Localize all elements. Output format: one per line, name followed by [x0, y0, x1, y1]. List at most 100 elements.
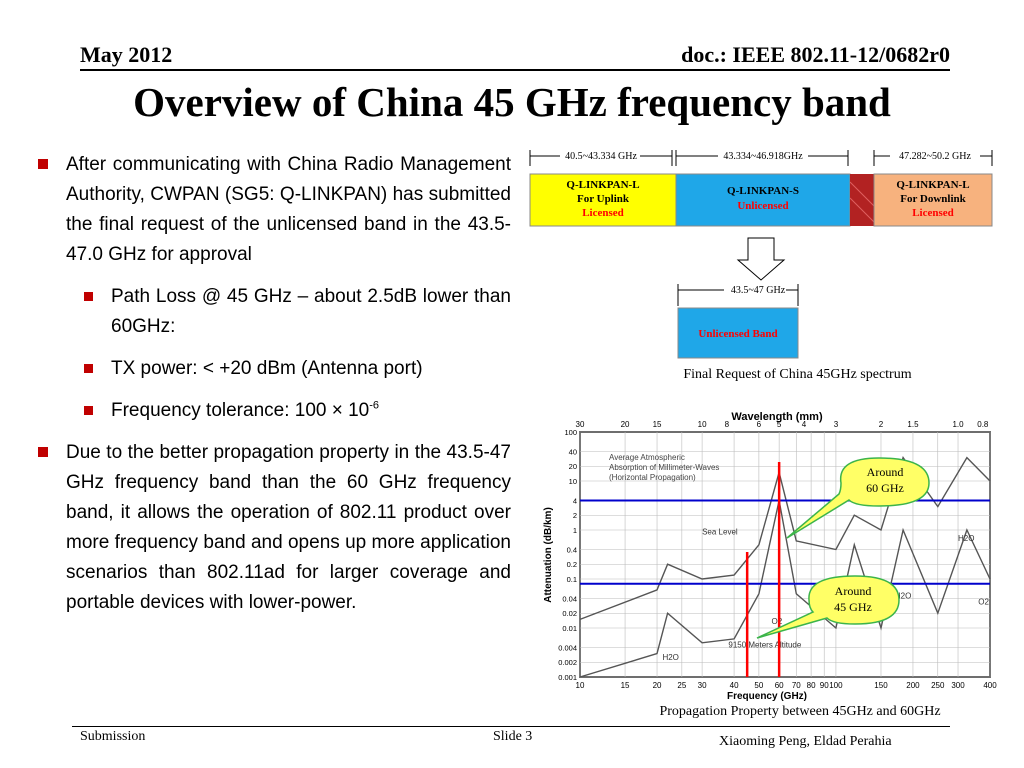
y-tick-label: 4: [573, 496, 577, 505]
x-tick-label: 250: [931, 681, 945, 690]
series-line-9150m: [579, 500, 991, 678]
y-tick-label: 0.02: [562, 609, 577, 618]
callout-60ghz-line2: 60 GHz: [866, 481, 904, 495]
slide-title: Overview of China 45 GHz frequency band: [133, 79, 891, 125]
top-tick-label: 4: [802, 420, 807, 429]
top-tick-label: 1.0: [952, 420, 964, 429]
bullet-1: After communicating with China Radio Man…: [36, 150, 511, 270]
x-tick-label: 400: [983, 681, 997, 690]
bullet-square-icon: [38, 159, 48, 169]
y-axis-title: Attenuation (dB/km): [543, 507, 554, 603]
range-3-label: 47.282~50.2 GHz: [899, 151, 971, 162]
legend-line-1: Average Atmospheric: [609, 453, 685, 462]
legend-line-3: (Horizontal Propagation): [609, 473, 696, 482]
bullet-2: Due to the better propagation property i…: [36, 438, 511, 618]
band-gap-hatch: [849, 181, 875, 223]
x-tick-label: 100: [829, 681, 843, 690]
final-unlicensed-band: [677, 307, 799, 359]
callout-45ghz-line1: Around: [835, 584, 872, 598]
callout-45ghz: Around 45 GHz: [756, 575, 900, 639]
band-downlink-status: Licensed: [912, 207, 954, 219]
top-tick-label: 0.8: [977, 420, 989, 429]
y-tick-label: 100: [564, 428, 577, 437]
y-tick-label: 0.1: [567, 575, 577, 584]
x-tick-label: 200: [906, 681, 920, 690]
legend-line-2: Absorption of Millimeter-Waves: [609, 463, 719, 472]
top-tick-label: 5: [777, 420, 782, 429]
callout-60ghz-line1: Around: [867, 465, 904, 479]
header-doc-id: doc.: IEEE 802.11-12/0682r0: [681, 42, 950, 67]
y-tick-label: 40: [569, 447, 577, 456]
header-date: May 2012: [80, 42, 173, 67]
spectrum-diagram: 40.5~43.334 GHz 43.334~46.918GHz 47.282~…: [529, 150, 993, 359]
bullet-square-icon: [84, 292, 93, 301]
x-tick-label: 10: [576, 681, 585, 690]
top-tick-label: 20: [621, 420, 630, 429]
x-tick-label: 70: [792, 681, 801, 690]
footer-slide-number: Slide 3: [493, 729, 533, 744]
y-tick-label: 0.2: [567, 560, 577, 569]
sub-bullet-3-exponent: -6: [369, 399, 380, 412]
band-s-name: Q-LINKPAN-S: [727, 185, 799, 197]
y-tick-label: 20: [569, 462, 577, 471]
band-uplink-name: Q-LINKPAN-L: [566, 179, 639, 191]
sub-bullet-3-text: Frequency tolerance: 100 × 10: [111, 400, 370, 421]
y-tick-label: 0.4: [567, 545, 577, 554]
x-tick-label: 60: [775, 681, 784, 690]
x-tick-label: 50: [754, 681, 763, 690]
x-tick-label: 20: [653, 681, 662, 690]
x-tick-label: 40: [730, 681, 739, 690]
annotation-9150m: 9150 Meters Altitude: [728, 640, 801, 649]
x-tick-label: 80: [807, 681, 816, 690]
y-tick-label: 10: [569, 477, 577, 486]
bullet-2-text: Due to the better propagation property i…: [66, 442, 511, 613]
callout-60ghz: Around 60 GHz: [786, 457, 930, 539]
body-text: After communicating with China Radio Man…: [36, 150, 511, 630]
top-tick-label: 1.5: [907, 420, 919, 429]
annotation-o2-3: O2: [978, 598, 989, 607]
top-tick-label: 8: [725, 420, 730, 429]
bullet-square-icon: [38, 447, 48, 457]
spectrum-caption: Final Request of China 45GHz spectrum: [683, 367, 912, 382]
x-tick-label: 15: [621, 681, 630, 690]
band-uplink-use: For Uplink: [577, 193, 630, 205]
y-tick-label: 1: [573, 526, 577, 535]
x-tick-label: 90: [820, 681, 829, 690]
footer-rule: [72, 726, 950, 727]
y-tick-label: 0.004: [558, 643, 577, 652]
sub-bullet-2: TX power: < +20 dBm (Antenna port): [36, 354, 511, 384]
chart-legend: Average Atmospheric Absorption of Millim…: [609, 453, 719, 482]
y-tick-label: 0.001: [558, 673, 577, 682]
range-2-label: 43.334~46.918GHz: [723, 151, 803, 162]
sub-bullet-3: Frequency tolerance: 100 × 10-6: [36, 396, 511, 426]
band-uplink-status: Licensed: [582, 207, 624, 219]
band-downlink: [873, 173, 993, 227]
y-tick-label: 0.04: [562, 594, 577, 603]
band-s-status: Unlicensed: [737, 200, 788, 212]
top-tick-label: 6: [757, 420, 762, 429]
bullet-1-text: After communicating with China Radio Man…: [66, 154, 511, 265]
annotation-h2o-2: H2O: [895, 591, 911, 600]
footer-authors: Xiaoming Peng, Eldad Perahia: [719, 734, 892, 749]
x-axis-title: Frequency (GHz): [727, 691, 807, 702]
bullet-square-icon: [84, 364, 93, 373]
footer-submission: Submission: [80, 729, 146, 744]
sub-bullet-1-text: Path Loss @ 45 GHz – about 2.5dB lower t…: [111, 286, 511, 337]
annotation-h2o-3: H2O: [958, 534, 974, 543]
annotation-o2-1: O2: [771, 617, 782, 626]
sub-bullet-2-text: TX power: < +20 dBm (Antenna port): [111, 358, 423, 379]
x-tick-label: 30: [698, 681, 707, 690]
callout-45ghz-line2: 45 GHz: [834, 600, 872, 614]
top-tick-label: 3: [834, 420, 839, 429]
top-tick-label: 30: [576, 420, 585, 429]
top-tick-label: 15: [653, 420, 662, 429]
bullet-square-icon: [84, 406, 93, 415]
annotation-h2o-1: H2O: [662, 653, 678, 662]
attenuation-chart: Wavelength (mm) 30 20 15 10 8 6 5 4 3 2 1.5 1.0 0.8 …: [537, 410, 999, 705]
final-range-label: 43.5~47 GHz: [731, 285, 786, 296]
top-tick-label: 2: [879, 420, 884, 429]
band-downlink-use: For Downlink: [900, 193, 966, 205]
x-tick-label: 25: [677, 681, 686, 690]
y-tick-label: 0.01: [562, 624, 577, 633]
x-tick-label: 150: [874, 681, 888, 690]
